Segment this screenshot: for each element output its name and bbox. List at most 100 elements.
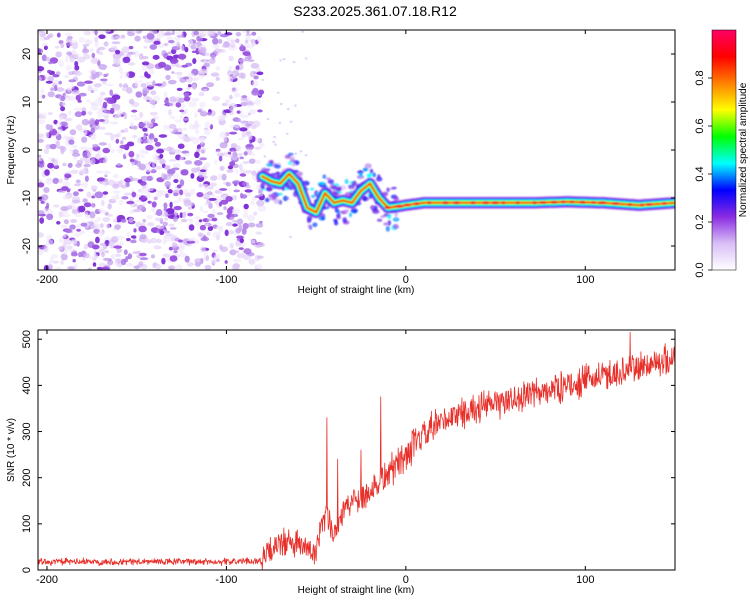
noise-speckle [163,91,168,99]
noise-speckle [219,188,228,191]
noise-speckle [252,80,259,87]
noise-speckle [199,174,204,178]
noise-speckle [168,79,177,85]
noise-speckle [133,117,142,121]
noise-speckle [88,134,97,139]
noise-speckle [182,211,187,219]
ridge-halo-speckle [392,223,399,230]
noise-speckle [246,121,255,125]
noise-speckle [199,205,204,212]
noise-speckle [112,173,119,179]
noise-speckle [84,175,89,182]
noise-speckle [54,84,58,92]
noise-speckle [250,41,256,47]
noise-speckle [73,156,77,160]
noise-speckle [221,173,227,181]
noise-speckle [222,43,230,48]
noise-speckle [125,263,134,267]
noise-speckle [101,199,105,207]
noise-speckle [204,264,212,270]
noise-speckle [120,185,127,189]
noise-speckle [102,30,112,33]
noise-speckle [207,111,212,116]
noise-speckle [246,59,255,62]
noise-speckle [191,50,197,54]
noise-speckle [88,256,94,260]
noise-speckle [76,228,81,232]
noise-speckle [236,110,241,114]
noise-speckle [231,195,238,201]
noise-speckle [183,96,191,102]
noise-speckle [83,252,90,259]
noise-speckle [211,54,216,60]
noise-speckle [175,62,180,68]
colorbar-label: Normalized spectral amplitude [738,82,749,217]
noise-speckle [206,231,211,236]
noise-speckle [133,50,140,58]
noise-speckle [153,137,158,143]
noise-speckle [122,111,126,116]
noise-speckle [40,88,45,94]
noise-speckle [56,145,65,150]
noise-speckle [40,200,45,204]
ridge-halo-speckle [284,154,291,159]
noise-speckle [240,43,244,51]
noise-speckle [224,32,233,36]
noise-speckle [146,138,150,142]
noise-speckle [239,238,244,244]
noise-speckle [242,160,250,165]
noise-speckle [243,203,249,210]
noise-speckle [64,228,73,234]
noise-speckle [80,222,88,227]
noise-speckle [211,208,216,215]
noise-speckle [113,103,121,111]
noise-speckle [155,264,163,269]
noise-speckle [215,225,223,230]
noise-speckle [60,260,64,265]
noise-speckle [202,171,206,177]
noise-speckle [47,69,52,74]
noise-speckle [212,37,219,45]
ridge-hot-spot [661,202,668,205]
noise-speckle [71,144,78,149]
noise-speckle [201,149,205,154]
ridge-halo-speckle [318,215,326,221]
noise-speckle [105,83,114,87]
noise-speckle [38,157,43,162]
noise-speckle [98,142,107,146]
noise-speckle [61,102,66,106]
noise-speckle [227,76,234,83]
noise-speckle [171,71,175,74]
noise-speckle [165,74,171,80]
noise-speckle [70,219,78,223]
noise-speckle [104,174,108,178]
noise-speckle [279,59,282,62]
noise-speckle [194,151,200,159]
ridge-hot-spot [611,202,621,206]
noise-speckle [50,87,54,91]
noise-speckle [74,107,83,111]
noise-speckle [150,90,157,96]
noise-speckle [155,165,163,170]
noise-speckle [181,64,189,68]
noise-speckle [134,80,139,87]
noise-speckle [130,114,137,118]
noise-speckle [247,214,256,222]
noise-speckle [153,115,160,120]
noise-speckle [164,180,171,188]
noise-speckle [181,218,188,223]
noise-speckle [103,73,108,78]
colorbar-tick-label: 0.6 [694,118,706,133]
noise-speckle [217,173,222,181]
noise-speckle [174,71,183,75]
noise-speckle [38,154,42,158]
ridge-halo-speckle [350,208,358,214]
noise-speckle [186,218,193,222]
noise-speckle [229,94,233,100]
noise-speckle [235,241,242,247]
noise-speckle [163,124,170,130]
noise-speckle [239,163,243,171]
ridge-halo-speckle [383,222,389,226]
noise-speckle [133,228,137,233]
noise-speckle [77,99,82,103]
